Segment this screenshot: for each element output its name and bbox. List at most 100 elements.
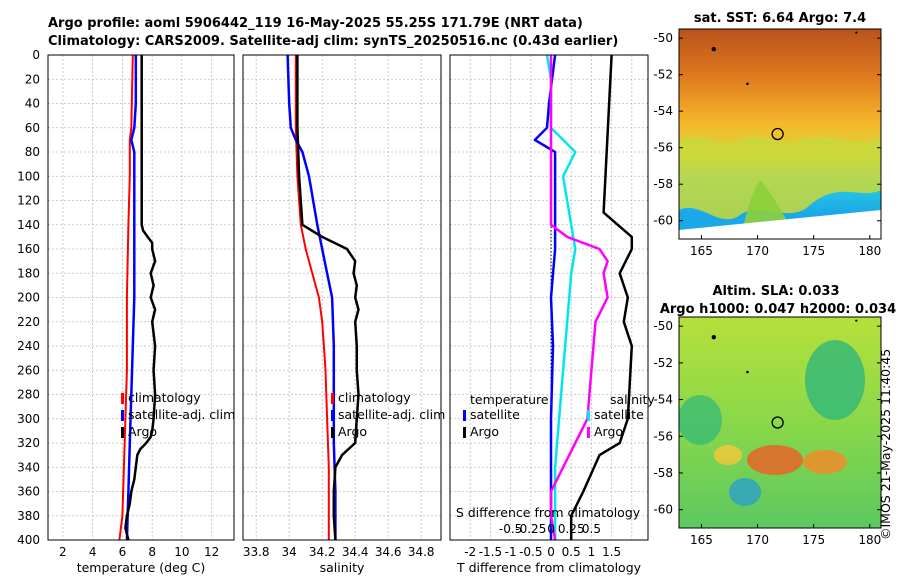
- y-tick-label: 80: [25, 145, 40, 159]
- s-axis-label: S difference from climatology: [456, 505, 641, 520]
- series-line-s-argo: [549, 55, 609, 541]
- y-tick-label: 240: [17, 339, 40, 353]
- y-tick-label: 380: [17, 509, 40, 523]
- x-tick-label: 33.8: [243, 545, 270, 559]
- map-y-tick-label: -52: [653, 68, 673, 82]
- y-tick-label: 280: [17, 388, 40, 402]
- x-tick-label: 12: [204, 545, 219, 559]
- island-marker: [711, 46, 716, 52]
- y-tick-label: 300: [17, 412, 40, 426]
- legend-swatch: [587, 427, 590, 438]
- x-tick-label: -0.5: [519, 545, 542, 559]
- y-tick-label: 340: [17, 460, 40, 474]
- y-tick-label: 40: [25, 97, 40, 111]
- legend-label: satellite: [594, 407, 644, 422]
- y-tick-label: 400: [17, 533, 40, 547]
- y-tick-label: 360: [17, 485, 40, 499]
- y-tick-label: 0: [32, 48, 40, 62]
- x-tick-label: -1: [505, 545, 517, 559]
- sst-map-axes: 165 170 175 180 -50 -52 -54 -56 -58 -60: [653, 31, 881, 258]
- sla-map-axes: 165 170 175 180 -50 -52 -54 -56 -58 -60: [653, 319, 881, 547]
- sla-low-west: [679, 395, 722, 445]
- sst-map-title: sat. SST: 6.64 Argo: 7.4: [694, 11, 866, 26]
- x-tick-label: 10: [174, 545, 189, 559]
- map-y-tick-label: -54: [653, 393, 673, 407]
- y-tick-label: 100: [17, 169, 40, 183]
- map-x-tick-label: 180: [858, 244, 881, 258]
- x-tick-label: 6: [119, 545, 127, 559]
- legend-swatch: [121, 427, 124, 438]
- series-line-climatology: [118, 54, 134, 541]
- x-tick-label: 0.5: [562, 545, 581, 559]
- difference-panel: -2 -1.5 -1 -0.5 0 0.5 1 1.5T difference from cl…: [449, 54, 655, 575]
- map-y-tick-label: -60: [653, 503, 673, 517]
- island-marker: [746, 370, 749, 374]
- y-tick-label: 260: [17, 363, 40, 377]
- imos-credit: ©IMOS 21-May-2025 11:40:45: [878, 349, 893, 540]
- sla-map-title-line1: Altim. SLA: 0.033: [713, 284, 840, 299]
- sla-high-centre: [747, 445, 803, 475]
- legend-label: satellite: [470, 407, 520, 422]
- sla-map-image: [679, 317, 881, 528]
- legend-label: Argo: [470, 424, 499, 439]
- s-tick-label: 0.25: [558, 522, 585, 536]
- sst-map-frame: [678, 28, 882, 240]
- argo-position-marker: [771, 416, 784, 429]
- y-tick-label: 220: [17, 315, 40, 329]
- map-y-tick-label: -54: [653, 104, 673, 118]
- legend-label: climatology: [338, 390, 411, 405]
- legend-swatch: [463, 410, 466, 421]
- map-y-tick-label: -58: [653, 466, 673, 480]
- figure-title-line2: Climatology: CARS2009. Satellite-adj cli…: [48, 34, 618, 49]
- y-tick-label: 160: [17, 242, 40, 256]
- x-tick-label: 8: [148, 545, 156, 559]
- legend-swatch: [121, 393, 124, 404]
- map-y-tick-label: -56: [653, 429, 673, 443]
- map-y-tick-label: -50: [653, 319, 673, 333]
- y-tick-label: 120: [17, 194, 40, 208]
- series-line-t-satellite: [533, 54, 557, 540]
- series-line-satellite-adj-clim: [125, 55, 138, 541]
- map-x-tick-label: 165: [690, 244, 713, 258]
- legend-label: Argo: [594, 424, 623, 439]
- x-tick-label: 34.2: [309, 545, 336, 559]
- map-x-tick-label: 170: [746, 533, 769, 547]
- series-line-climatology: [294, 55, 330, 540]
- salinity-panel: 33.8 34 34.2 34.4 34.6 34.8 salinity climatolog…: [242, 54, 445, 575]
- map-x-tick-label: 175: [802, 244, 825, 258]
- island-marker: [746, 82, 749, 86]
- island-marker: [855, 319, 858, 322]
- map-y-tick-label: -60: [653, 214, 673, 228]
- map-y-tick-label: -52: [653, 356, 673, 370]
- sla-warm-spot: [714, 445, 742, 465]
- legend-swatch: [331, 427, 334, 438]
- panel-frame: [449, 54, 649, 541]
- legend-swatch: [331, 410, 334, 421]
- panel-frame: [242, 54, 442, 541]
- x-tick-label: 34: [282, 545, 297, 559]
- y-tick-label: 180: [17, 266, 40, 280]
- map-y-tick-label: -50: [653, 31, 673, 45]
- y-tick-label: 200: [17, 291, 40, 305]
- sla-low-south: [729, 478, 761, 506]
- sst-front-band: [679, 136, 881, 220]
- x-tick-label: 2: [59, 545, 67, 559]
- y-tick-label: 140: [17, 218, 40, 232]
- s-tick-label: -0.25: [515, 522, 546, 536]
- legend-swatch: [121, 410, 124, 421]
- argo-position-marker: [771, 127, 784, 141]
- s-tick-label: 0: [547, 522, 555, 536]
- legend-label: climatology: [128, 390, 201, 405]
- x-axis-label: T difference from climatology: [456, 560, 642, 575]
- x-tick-label: 1.5: [602, 545, 621, 559]
- legend-label: Argo: [128, 424, 157, 439]
- x-axis-label: salinity: [320, 560, 365, 575]
- sla-map-frame: [678, 316, 882, 529]
- map-x-tick-label: 170: [746, 244, 769, 258]
- x-tick-label: -2: [464, 545, 476, 559]
- legend-label: satellite-adj. clim: [128, 407, 235, 422]
- island-marker: [855, 31, 858, 34]
- island-marker: [711, 334, 716, 340]
